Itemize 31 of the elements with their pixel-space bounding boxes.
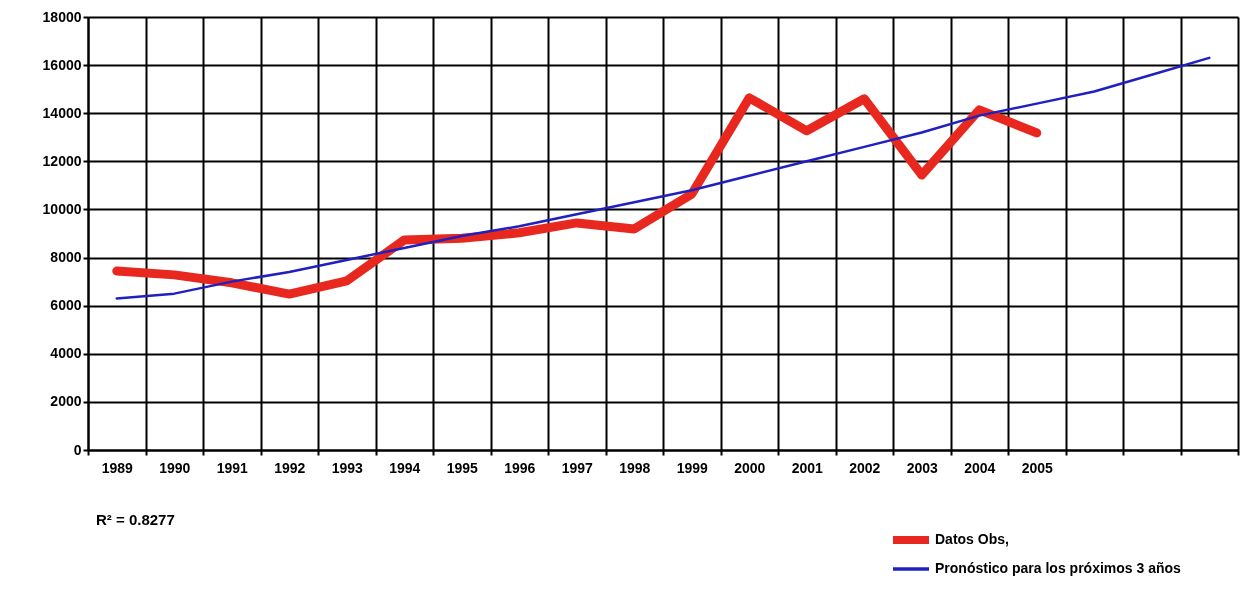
x-tick-label: 1996 (504, 459, 536, 476)
x-tick-label: 1994 (389, 459, 421, 476)
y-tick-label: 0 (73, 441, 82, 458)
x-tick-label: 1997 (561, 459, 594, 476)
y-tick-label: 8000 (50, 249, 82, 266)
x-tick-label: 2002 (849, 459, 881, 476)
y-tick-label: 4000 (50, 345, 82, 362)
text: R² = 0.8277 (96, 511, 175, 528)
x-tick-label: 2001 (791, 459, 824, 476)
x-tick-label: 2004 (964, 459, 996, 476)
x-tick-label: 2003 (906, 459, 939, 476)
y-tick-label: 14000 (42, 104, 82, 121)
x-tick-label: 1990 (159, 459, 191, 476)
x-tick-label: 1993 (331, 459, 364, 476)
y-tick-label: 16000 (42, 56, 82, 73)
x-tick-label: 1992 (274, 459, 306, 476)
y-tick-label: 18000 (42, 8, 82, 25)
legend-label: Datos Obs, (935, 531, 1009, 547)
y-tick-label: 12000 (42, 152, 82, 169)
y-tick-label: 2000 (50, 393, 82, 410)
x-tick-label: 2005 (1021, 459, 1054, 476)
x-tick-label: 1989 (101, 459, 134, 476)
y-tick-label: 10000 (42, 200, 82, 217)
x-tick-label: 1995 (446, 459, 479, 476)
y-tick-label: 6000 (50, 297, 82, 314)
x-tick-label: 1999 (676, 459, 709, 476)
legend-label: Pronóstico para los próximos 3 años (935, 560, 1182, 576)
line-series (115, 56, 1211, 300)
x-tick-label: 2000 (734, 459, 766, 476)
x-tick-label: 1998 (619, 459, 651, 476)
x-tick-label: 1991 (216, 459, 249, 476)
